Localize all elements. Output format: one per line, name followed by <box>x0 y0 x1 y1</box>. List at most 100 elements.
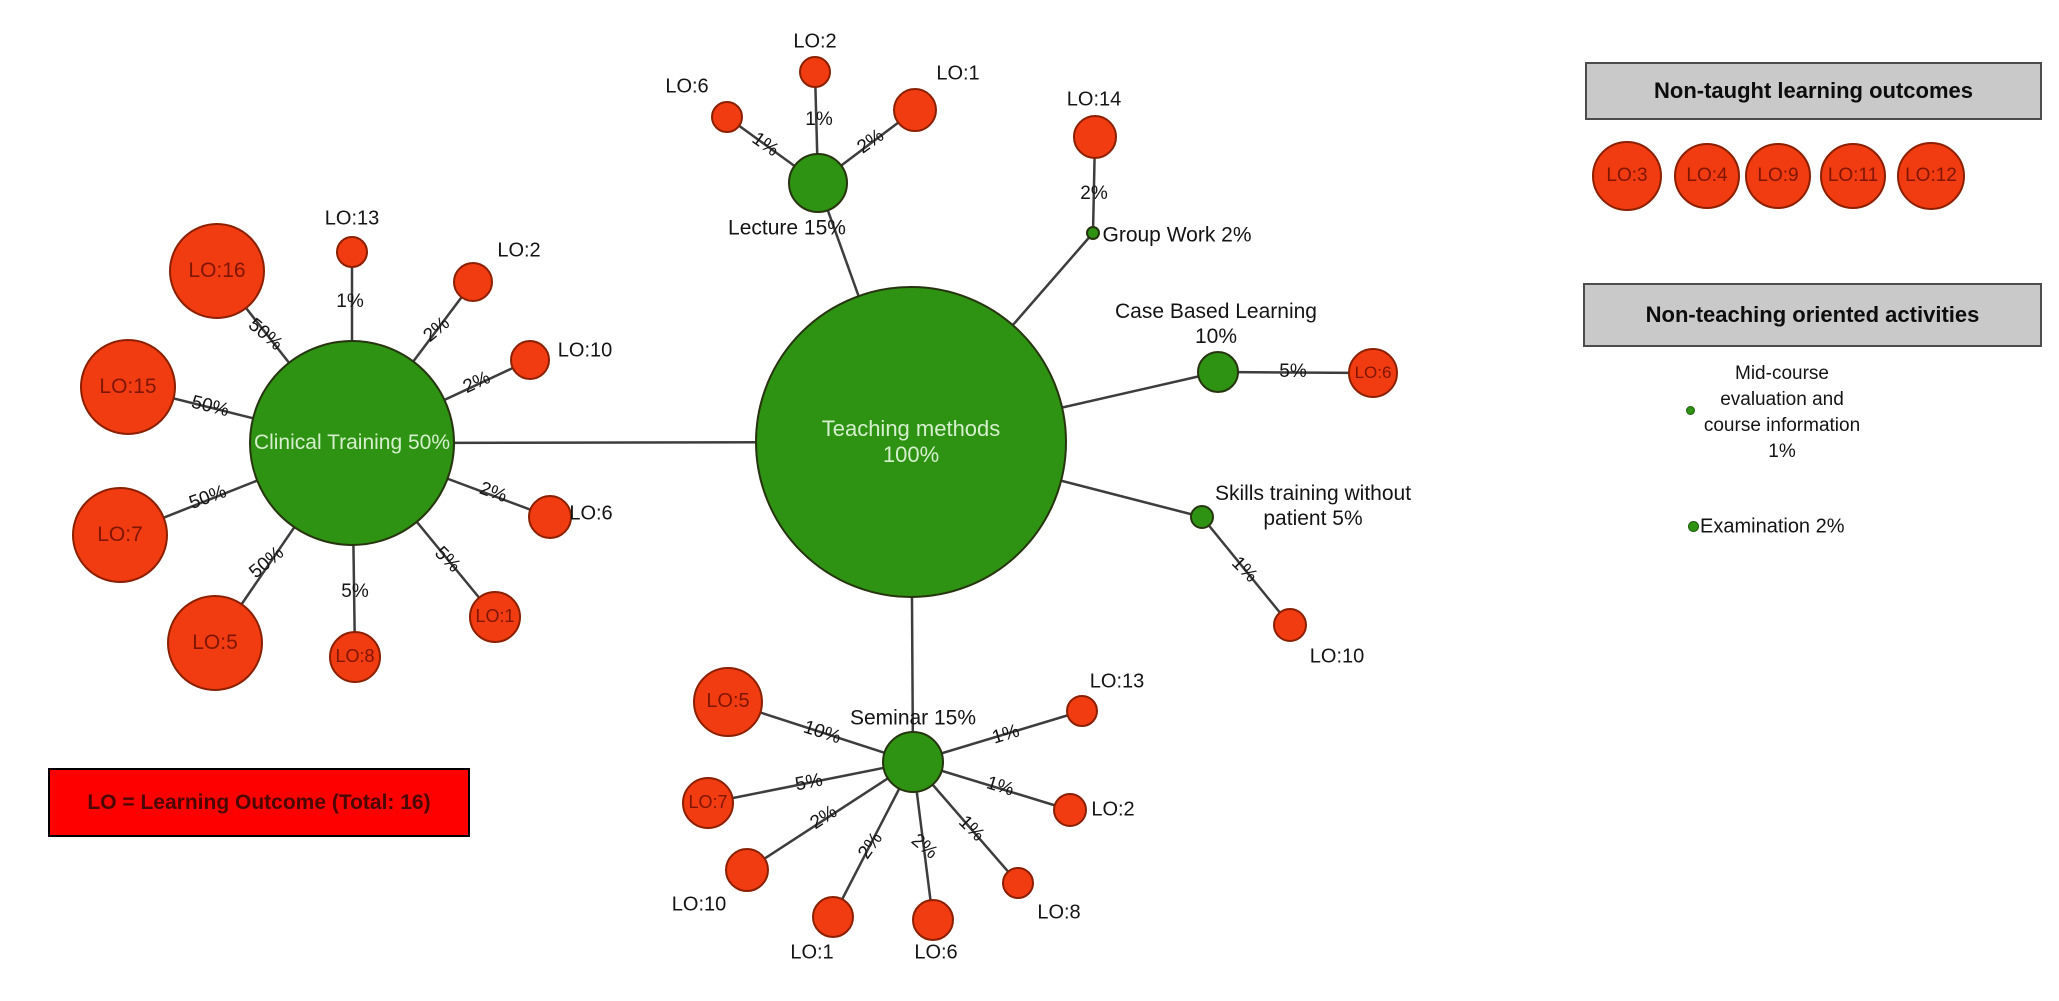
node-c-lo6-ext-label-line: LO:6 <box>569 502 613 525</box>
node-se-lo6-ext-label-line: LO:6 <box>914 941 958 964</box>
non-teaching-activities-header: Non-teaching oriented activities <box>1583 283 2042 347</box>
node-se-lo7-label: LO:7 <box>688 792 728 813</box>
node-lecture <box>788 153 848 213</box>
edge-label-clinical-c-lo8: 5% <box>341 581 369 602</box>
edge-label-clinical-c-lo6: 2% <box>476 477 510 508</box>
node-g-lo14-ext-label-line: LO:14 <box>1066 88 1122 111</box>
node-c-lo2-ext-label: LO:2 <box>497 239 540 264</box>
non-taught-lo-3-label: LO:3 <box>1606 165 1648 186</box>
edge-label-cbl-cb-lo6: 5% <box>1279 361 1307 382</box>
edge-label-clinical-c-lo1: 5% <box>430 542 465 577</box>
non-teaching-activities-title: Non-teaching oriented activities <box>1645 302 1980 327</box>
edge-label-seminar-se-lo10: 2% <box>806 801 841 834</box>
edge-skills-s-lo10 <box>1201 516 1291 626</box>
node-c-lo5: LO:5 <box>167 595 263 691</box>
edge-label-seminar-se-lo1: 2% <box>854 828 888 863</box>
non-taught-lo-9-label: LO:9 <box>1757 165 1799 186</box>
non-taught-lo-3: LO:3 <box>1592 141 1662 211</box>
node-c-lo7: LO:7 <box>72 487 168 583</box>
node-teaching: Teaching methods 100% <box>755 286 1067 598</box>
node-c-lo13-ext-label-line: LO:13 <box>324 207 380 230</box>
node-l-lo1-ext-label: LO:1 <box>936 62 979 87</box>
node-c-lo2-ext-label-line: LO:2 <box>497 239 541 262</box>
node-c-lo10 <box>510 340 550 380</box>
node-l-lo2 <box>799 56 831 88</box>
node-c-lo15: LO:15 <box>80 339 176 435</box>
node-seminar <box>882 731 944 793</box>
node-skills-ext-label: Skills training without patient 5% <box>1215 481 1411 531</box>
node-l-lo2-ext-label: LO:2 <box>793 30 836 55</box>
node-c-lo15-label: LO:15 <box>99 374 157 398</box>
edge-seminar-se-lo10 <box>746 760 914 872</box>
node-group-ext-label-line: Group Work 2% <box>1102 223 1252 247</box>
node-se-lo2-ext-label-line: LO:2 <box>1091 798 1135 821</box>
node-c-lo5-label: LO:5 <box>192 630 238 654</box>
node-se-lo13 <box>1066 695 1098 727</box>
edge-label-clinical-c-lo10: 2% <box>459 367 494 398</box>
node-l-lo6 <box>711 101 743 133</box>
edge-cbl-cb-lo6 <box>1217 370 1374 375</box>
edge-label-clinical-c-lo15: 50% <box>189 391 232 422</box>
non-taught-lo-12-label: LO:12 <box>1905 165 1957 186</box>
node-se-lo1-ext-label-line: LO:1 <box>790 941 834 964</box>
node-se-lo1 <box>812 896 854 938</box>
node-c-lo13-ext-label: LO:13 <box>325 207 379 232</box>
node-c-lo1-label: LO:1 <box>475 606 515 627</box>
mid-course-evaluation-dot <box>1686 406 1695 415</box>
node-se-lo2-ext-label: LO:2 <box>1091 798 1134 823</box>
node-c-lo2 <box>453 262 493 302</box>
node-seminar-ext-label-line: Seminar 15% <box>849 706 977 730</box>
node-c-lo10-ext-label: LO:10 <box>558 339 612 364</box>
node-se-lo13-ext-label: LO:13 <box>1090 670 1144 695</box>
node-c-lo8-label: LO:8 <box>335 646 375 667</box>
node-se-lo6 <box>912 899 954 941</box>
edge-label-lecture-l-lo2: 1% <box>805 109 833 130</box>
mid-course-line-3: course information <box>1703 415 1861 436</box>
node-s-lo10-ext-label-line: LO:10 <box>1309 645 1365 668</box>
node-l-lo1-ext-label-line: LO:1 <box>936 62 980 85</box>
node-g-lo14 <box>1073 115 1117 159</box>
node-clinical-label: Clinical Training 50% <box>253 430 451 454</box>
node-c-lo6-ext-label: LO:6 <box>569 502 612 527</box>
mid-course-line-1: Mid-course <box>1735 363 1829 384</box>
node-g-lo14-ext-label: LO:14 <box>1067 88 1121 113</box>
node-seminar-ext-label: Seminar 15% <box>850 706 976 731</box>
edge-label-seminar-se-lo6: 2% <box>907 829 942 864</box>
node-skills-ext-label-line: Skills training without <box>1214 482 1412 505</box>
node-se-lo2 <box>1053 793 1087 827</box>
non-taught-lo-11-label: LO:11 <box>1827 165 1879 186</box>
node-se-lo5: LO:5 <box>693 667 763 737</box>
mid-course-evaluation-label: Mid-course evaluation and course informa… <box>1704 361 1860 465</box>
node-l-lo6-ext-label: LO:6 <box>665 75 708 100</box>
node-l-lo2-ext-label-line: LO:2 <box>793 30 837 53</box>
node-cbl-ext-label-line: 10% <box>1194 325 1238 348</box>
node-se-lo13-ext-label-line: LO:13 <box>1089 670 1145 693</box>
node-se-lo10-ext-label-line: LO:10 <box>671 893 727 916</box>
node-l-lo1 <box>893 88 937 132</box>
edge-label-clinical-c-lo7: 50% <box>186 481 230 514</box>
edge-label-seminar-se-lo13: 1% <box>989 720 1023 749</box>
examination-label: Examination 2% <box>1700 515 1845 538</box>
node-se-lo8-ext-label-line: LO:8 <box>1037 901 1081 924</box>
edge-label-clinical-c-lo2: 2% <box>419 312 454 347</box>
edge-label-clinical-c-lo16: 50% <box>244 314 287 355</box>
node-teaching-label: 100% <box>882 442 940 467</box>
non-taught-outcomes-title: Non-taught learning outcomes <box>1654 78 1973 103</box>
non-taught-lo-12: LO:12 <box>1897 142 1965 210</box>
node-c-lo6 <box>528 495 572 539</box>
node-cbl-ext-label: Case Based Learning 10% <box>1115 299 1317 349</box>
edge-label-lecture-l-lo1: 2% <box>853 125 888 159</box>
node-se-lo8-ext-label: LO:8 <box>1037 901 1080 926</box>
node-l-lo6-ext-label-line: LO:6 <box>665 75 709 98</box>
node-s-lo10-ext-label: LO:10 <box>1310 645 1364 670</box>
node-teaching-label: Teaching methods <box>821 416 1001 442</box>
node-c-lo13 <box>336 236 368 268</box>
node-c-lo16: LO:16 <box>169 223 265 319</box>
edge-label-group-g-lo14: 2% <box>1080 183 1108 204</box>
legend-box: LO = Learning Outcome (Total: 16) <box>48 768 470 837</box>
node-se-lo1-ext-label: LO:1 <box>790 941 833 966</box>
non-taught-lo-11: LO:11 <box>1820 143 1886 209</box>
node-cb-lo6-label: LO:6 <box>1354 362 1392 382</box>
edge-label-seminar-se-lo7: 5% <box>793 769 825 796</box>
